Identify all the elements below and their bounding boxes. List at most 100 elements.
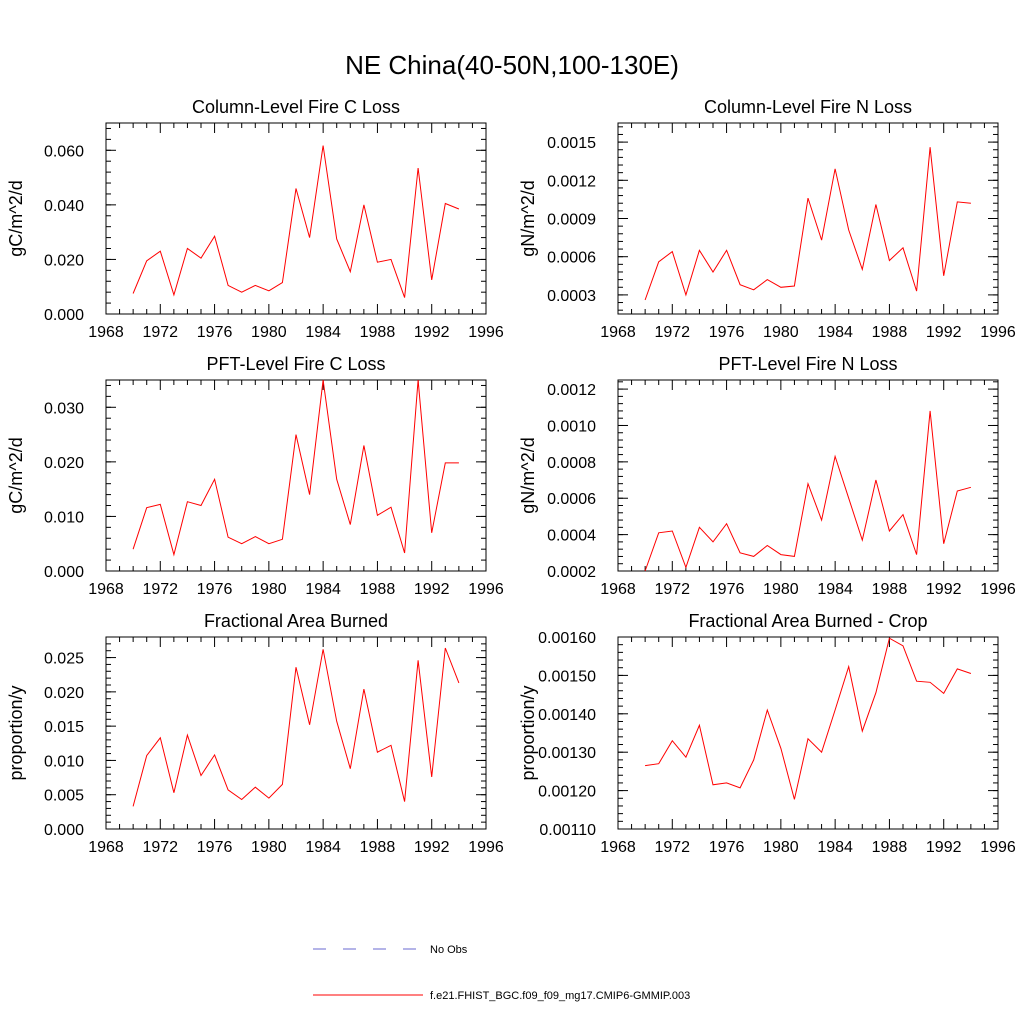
- y-axis-label: gN/m^2/d: [518, 437, 538, 513]
- y-tick-label: 0.025: [44, 651, 84, 668]
- x-tick-label: 1984: [817, 324, 853, 341]
- x-tick-label: 1996: [980, 839, 1016, 856]
- plot-frame: [105, 379, 487, 572]
- x-tick-label: 1980: [763, 839, 799, 856]
- legend-label-model: f.e21.FHIST_BGC.f09_f09_mg17.CMIP6-GMMIP…: [430, 990, 690, 1002]
- plot-frame: [617, 379, 999, 572]
- y-axis-label: gN/m^2/d: [518, 180, 538, 256]
- series-line: [132, 145, 460, 298]
- y-axis-label: proportion/y: [6, 685, 26, 780]
- x-tick-label: 1992: [414, 839, 450, 856]
- y-tick-label: 0.000: [44, 564, 84, 581]
- y-tick-label: 0.0002: [547, 564, 596, 581]
- x-tick-label: 1968: [88, 581, 124, 598]
- y-tick-label: 0.005: [44, 788, 84, 805]
- chart-title: PFT-Level Fire C Loss: [206, 354, 385, 374]
- y-tick-label: 0.0006: [547, 250, 596, 267]
- y-tick-label: 0.010: [44, 509, 84, 526]
- legend: No Obs f.e21.FHIST_BGC.f09_f09_mg17.CMIP…: [313, 944, 690, 1002]
- y-tick-label: 0.010: [44, 753, 84, 770]
- x-tick-label: 1992: [414, 581, 450, 598]
- y-tick-label: 0.0004: [547, 528, 596, 545]
- x-tick-label: 1968: [88, 324, 124, 341]
- y-axis-label: proportion/y: [518, 685, 538, 780]
- x-tick-label: 1988: [360, 324, 396, 341]
- chart-title: Column-Level Fire C Loss: [192, 97, 400, 117]
- x-tick-label: 1992: [926, 324, 962, 341]
- plot-frame: [105, 636, 487, 830]
- x-tick-label: 1972: [142, 839, 178, 856]
- chart-panel: Fractional Area Burned - Crop proportion/…: [518, 611, 1016, 856]
- y-tick-label: 0.0010: [547, 418, 596, 435]
- x-tick-label: 1984: [305, 581, 341, 598]
- y-tick-label: 0.0009: [547, 212, 596, 229]
- x-tick-label: 1980: [251, 839, 287, 856]
- y-tick-label: 0.060: [44, 143, 84, 160]
- y-tick-label: 0.00120: [538, 784, 596, 801]
- x-tick-label: 1992: [414, 324, 450, 341]
- chart-title: Fractional Area Burned: [204, 611, 388, 631]
- x-tick-label: 1996: [980, 324, 1016, 341]
- x-tick-label: 1992: [926, 581, 962, 598]
- chart-panel: Column-Level Fire N Loss gN/m^2/d 1968 1972…: [518, 97, 1016, 341]
- x-tick-label: 1992: [926, 839, 962, 856]
- x-tick-label: 1976: [709, 581, 745, 598]
- y-tick-label: 0.00110: [539, 822, 596, 839]
- y-tick-label: 0.000: [44, 307, 84, 324]
- x-tick-label: 1996: [468, 324, 504, 341]
- chart-title: Column-Level Fire N Loss: [704, 97, 912, 117]
- x-tick-label: 1976: [197, 581, 233, 598]
- chart-panel: Column-Level Fire C Loss gC/m^2/d 1968 1972…: [6, 97, 504, 341]
- x-tick-label: 1988: [872, 324, 908, 341]
- x-tick-label: 1988: [360, 581, 396, 598]
- x-tick-label: 1988: [360, 839, 396, 856]
- x-tick-label: 1968: [88, 839, 124, 856]
- x-tick-label: 1976: [197, 839, 233, 856]
- plot-frame: [617, 122, 999, 315]
- y-tick-label: 0.040: [44, 198, 84, 215]
- x-tick-label: 1972: [654, 581, 690, 598]
- x-tick-label: 1972: [142, 581, 178, 598]
- x-tick-label: 1988: [872, 581, 908, 598]
- panel-grid: Column-Level Fire C Loss gC/m^2/d 1968 1972…: [6, 97, 1016, 856]
- x-tick-label: 1976: [197, 324, 233, 341]
- plot-frame: [105, 122, 487, 315]
- chart-panel: PFT-Level Fire N Loss gN/m^2/d 1968 1972 197…: [518, 354, 1016, 598]
- x-tick-label: 1996: [468, 839, 504, 856]
- series-line: [132, 647, 460, 807]
- x-tick-label: 1968: [600, 581, 636, 598]
- x-tick-label: 1980: [251, 581, 287, 598]
- x-tick-label: 1996: [980, 581, 1016, 598]
- x-tick-label: 1972: [142, 324, 178, 341]
- y-tick-label: 0.030: [44, 400, 84, 417]
- x-tick-label: 1976: [709, 324, 745, 341]
- x-tick-label: 1996: [468, 581, 504, 598]
- x-tick-label: 1980: [251, 324, 287, 341]
- figure-title: NE China(40-50N,100-130E): [345, 50, 679, 80]
- chart-title: Fractional Area Burned - Crop: [688, 611, 927, 631]
- y-tick-label: 0.0003: [547, 288, 596, 305]
- legend-label-no-obs: No Obs: [430, 944, 468, 956]
- x-tick-label: 1984: [305, 839, 341, 856]
- x-tick-label: 1972: [654, 839, 690, 856]
- y-tick-label: 0.0012: [547, 382, 596, 399]
- y-tick-label: 0.0015: [547, 135, 596, 152]
- y-tick-label: 0.015: [44, 719, 84, 736]
- series-line: [644, 410, 972, 572]
- y-tick-label: 0.0008: [547, 455, 596, 472]
- y-axis-label: gC/m^2/d: [6, 180, 26, 256]
- x-tick-label: 1968: [600, 324, 636, 341]
- x-tick-label: 1968: [600, 839, 636, 856]
- y-axis-label: gC/m^2/d: [6, 437, 26, 513]
- y-tick-label: 0.020: [44, 252, 84, 269]
- x-tick-label: 1976: [709, 839, 745, 856]
- series-line: [645, 637, 972, 800]
- x-tick-label: 1980: [763, 324, 799, 341]
- y-tick-label: 0.00140: [538, 707, 596, 724]
- x-tick-label: 1980: [763, 581, 799, 598]
- chart-panel: PFT-Level Fire C Loss gC/m^2/d 1968 1972 197…: [6, 354, 504, 598]
- plot-frame: [617, 636, 999, 830]
- chart-title: PFT-Level Fire N Loss: [718, 354, 897, 374]
- x-tick-label: 1972: [654, 324, 690, 341]
